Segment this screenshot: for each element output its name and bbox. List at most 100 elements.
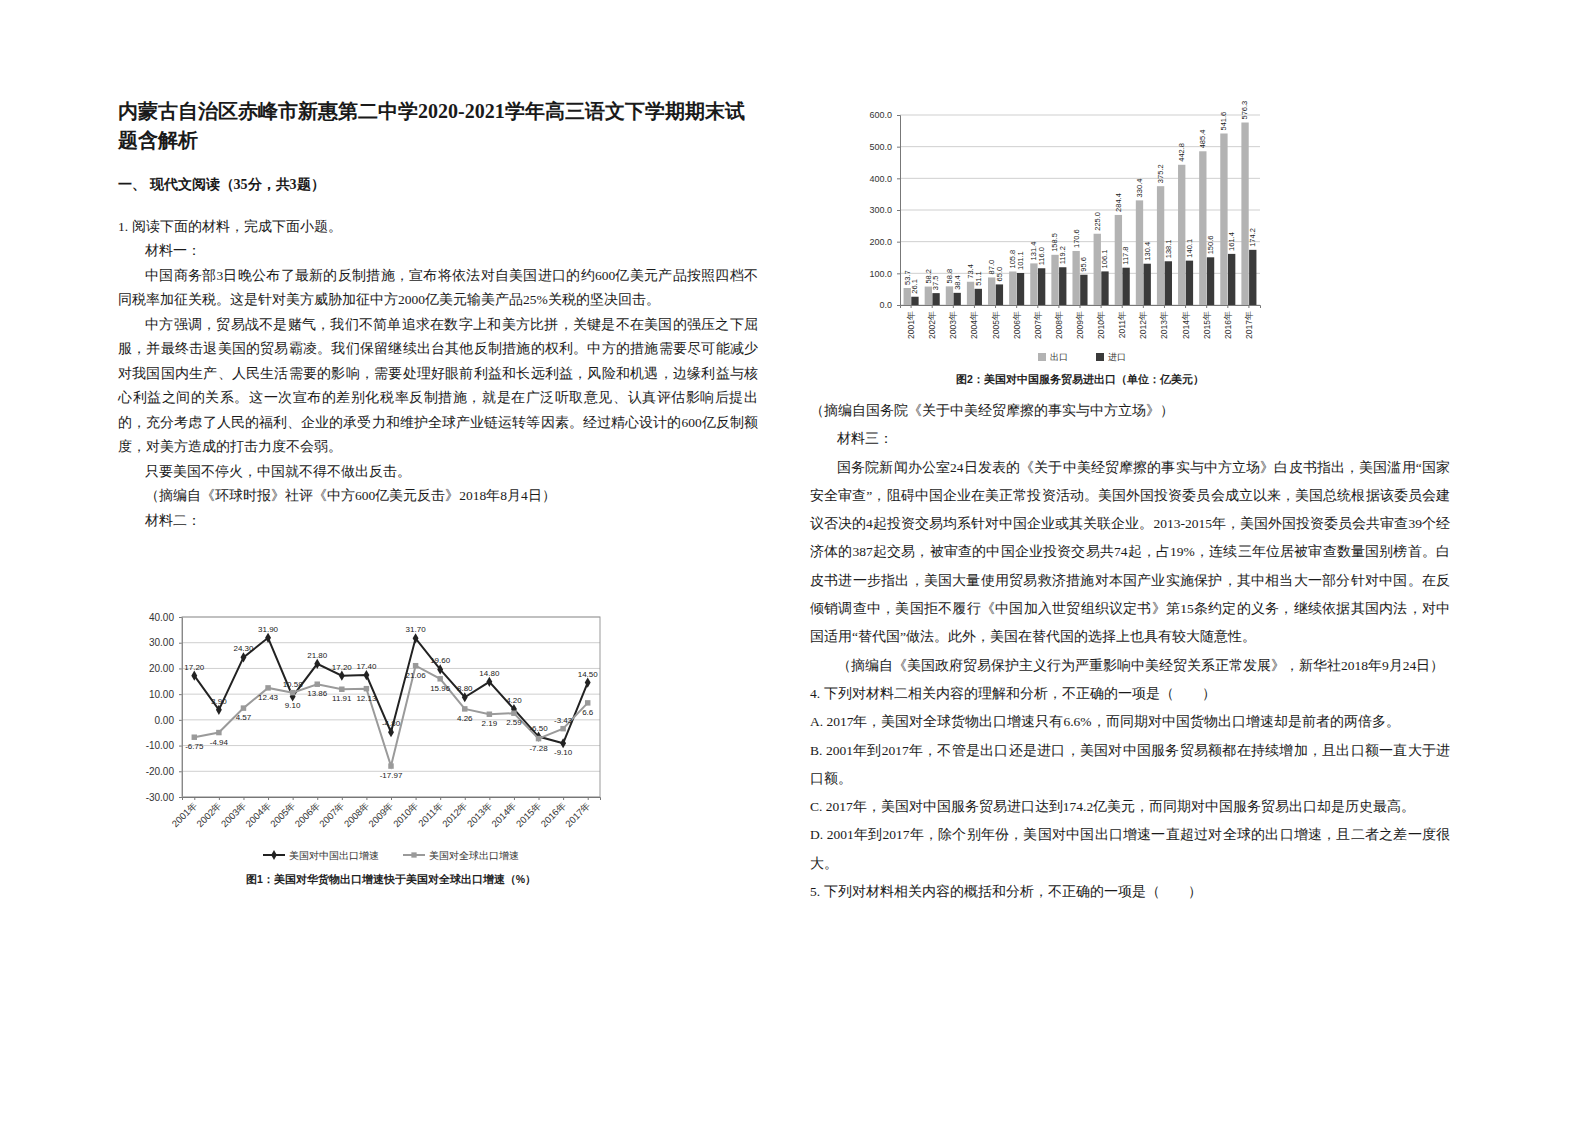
x-tick-mark xyxy=(1101,305,1102,308)
x-tick-mark xyxy=(219,797,220,800)
grid xyxy=(182,617,600,797)
data-label: 2.59 xyxy=(506,718,522,727)
marker xyxy=(241,705,246,710)
data-label: 284.4 xyxy=(1114,193,1123,212)
question-option: B. 2001年到2017年，不管是出口还是进口，美国对中国服务贸易额都在持续增… xyxy=(810,737,1450,794)
x-tick-mark xyxy=(1164,305,1165,308)
legend-item: 美国对全球出口增速 xyxy=(403,850,519,861)
data-label: 31.90 xyxy=(258,625,279,634)
material-label: 材料二： xyxy=(118,509,758,534)
x-tick: 2015年 xyxy=(514,797,544,829)
marker xyxy=(265,685,270,690)
data-label: 225.0 xyxy=(1093,212,1102,231)
data-label: 26.1 xyxy=(910,279,919,294)
x-tick: 2009年 xyxy=(366,797,396,829)
x-tick-label: 2014年 xyxy=(489,799,519,829)
x-tick-label: 2006年 xyxy=(1012,311,1022,339)
data-label: 38.4 xyxy=(953,275,962,290)
data-label: 4.20 xyxy=(506,696,522,705)
y-tick: 10.00 xyxy=(149,689,182,700)
marker xyxy=(413,633,419,643)
marker xyxy=(290,690,295,695)
bar xyxy=(1241,123,1248,305)
bar xyxy=(1122,268,1129,305)
y-tick: 600.0 xyxy=(869,110,900,120)
y-tick-label: 20.00 xyxy=(149,663,174,674)
source: （摘编自《美国政府贸易保护主义行为严重影响中美经贸关系正常发展》，新华社2018… xyxy=(810,652,1450,680)
x-tick-label: 2003年 xyxy=(948,311,958,339)
data-label: 4.26 xyxy=(457,714,473,723)
bar xyxy=(1144,264,1151,305)
bar xyxy=(1220,133,1227,305)
x-tick-label: 2008年 xyxy=(342,799,372,829)
y-tick: 20.00 xyxy=(149,663,182,674)
x-tick-mark xyxy=(995,305,996,308)
marker xyxy=(216,705,222,715)
data-label: 37.5 xyxy=(931,276,940,291)
marker xyxy=(216,730,221,735)
x-tick-mark xyxy=(1185,305,1186,308)
x-tick: 2004年 xyxy=(243,797,273,829)
paragraph: 只要美国不停火，中国就不得不做出反击。 xyxy=(118,460,758,485)
data-label: 51.1 xyxy=(974,271,983,286)
source: （摘编自《环球时报》社评《中方600亿美元反击》2018年8月4日） xyxy=(118,484,758,509)
marker xyxy=(511,710,516,715)
grid-line xyxy=(182,668,600,669)
x-tick: 2007年 xyxy=(317,797,347,829)
bar xyxy=(1228,254,1235,305)
x-tick: 2014年 xyxy=(489,797,519,829)
x-tick-label: 2016年 xyxy=(538,799,568,829)
data-label: 116.0 xyxy=(1037,247,1046,265)
x-tick-label: 2013年 xyxy=(465,799,495,829)
legend: 美国对中国出口增速 美国对全球出口增速 xyxy=(263,850,519,861)
x-tick: 2005年 xyxy=(991,305,1001,339)
question: 1. 阅读下面的材料，完成下面小题。 xyxy=(118,215,758,240)
x-tick-mark xyxy=(366,797,367,800)
legend-swatch xyxy=(1096,353,1104,361)
data-label: -6.75 xyxy=(185,742,204,751)
bar xyxy=(1165,261,1172,305)
right-column: （摘编自国务院《关于中美经贸摩擦的事实与中方立场》）材料三：国务院新闻办公室24… xyxy=(810,397,1450,906)
paragraph: 中方强调，贸易战不是赌气，我们不简单追求在数字上和美方比拼，关键是不在美国的强压… xyxy=(118,313,758,460)
paragraph: 中国商务部3日晚公布了最新的反制措施，宣布将依法对自美国进口的约600亿美元产品… xyxy=(118,264,758,313)
marker xyxy=(536,731,542,741)
legend-label: 美国对中国出口增速 xyxy=(289,850,379,861)
data-label: 576.3 xyxy=(1240,101,1249,120)
x-tick-label: 2013年 xyxy=(1159,311,1169,339)
bar xyxy=(1009,271,1016,305)
data-labels: 53.758.258.873.487.0105.8131.4158.5170.6… xyxy=(903,101,1258,294)
data-label: 17.20 xyxy=(332,663,353,672)
y-tick-mark xyxy=(897,115,900,116)
data-label: -6.50 xyxy=(529,724,548,733)
data-label: 3.90 xyxy=(211,697,227,706)
x-tick: 2012年 xyxy=(440,797,470,829)
x-tick-mark xyxy=(342,797,343,800)
y-tick: 30.00 xyxy=(149,637,182,648)
x-tick-mark xyxy=(194,797,195,800)
data-label: 24.30 xyxy=(233,644,254,653)
data-label: 101.1 xyxy=(1016,251,1025,270)
x-tick-mark xyxy=(1037,305,1038,308)
x-tick-mark xyxy=(1080,305,1081,308)
question-stem: 4. 下列对材料二相关内容的理解和分析，不正确的一项是（ ） xyxy=(810,680,1450,708)
x-tick-label: 2010年 xyxy=(391,799,421,829)
x-tick-label: 2003年 xyxy=(219,799,249,829)
marker xyxy=(192,734,197,739)
x-tick: 2008年 xyxy=(342,797,372,829)
data-label: 170.6 xyxy=(1072,229,1081,248)
marks xyxy=(904,123,1257,305)
x-tick: 2011年 xyxy=(1117,305,1127,338)
y-tick-label: -30.00 xyxy=(146,792,175,803)
x-tick-mark xyxy=(268,797,269,800)
x-tick-label: 2002年 xyxy=(927,311,937,339)
marker xyxy=(486,677,492,687)
legend-swatch xyxy=(1038,353,1046,361)
bar xyxy=(932,293,939,305)
data-label: 119.2 xyxy=(1058,246,1067,264)
marker xyxy=(437,664,443,674)
x-tick: 2016年 xyxy=(538,797,568,829)
x-tick-label: 2011年 xyxy=(1117,311,1127,338)
data-label: 117.8 xyxy=(1121,246,1130,264)
bar xyxy=(1059,267,1066,305)
x-tick-label: 2001年 xyxy=(169,799,199,829)
